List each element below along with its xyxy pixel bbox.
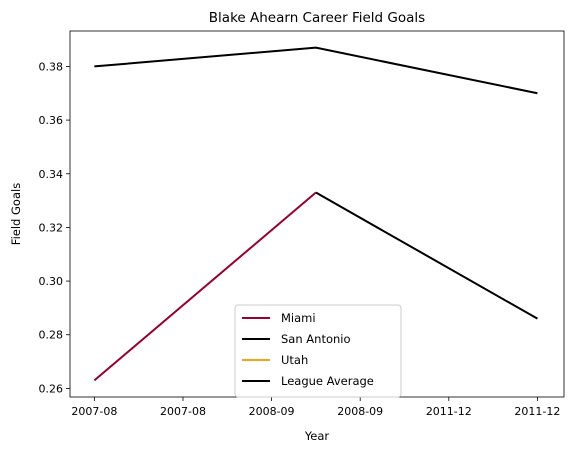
x-axis: 2007-08 2007-08 2008-09 2008-09 2011-12 2011-…	[71, 397, 560, 418]
legend: Miami San Antonio Utah League Average	[234, 304, 402, 398]
legend-label: San Antonio	[281, 332, 351, 346]
legend-label: League Average	[281, 374, 374, 388]
chart-title: Blake Ahearn Career Field Goals	[209, 10, 425, 26]
y-tick-label: 0.36	[39, 114, 64, 127]
y-tick-label: 0.26	[39, 382, 64, 395]
y-axis: 0.26 0.28 0.30 0.32 0.34 0.36 0.38	[39, 60, 70, 395]
series-line-0	[93, 191, 317, 382]
y-axis-label: Field Goals	[9, 183, 23, 245]
legend-label: Utah	[281, 353, 308, 367]
legend-label: Miami	[281, 311, 316, 325]
y-tick-label: 0.38	[39, 60, 64, 73]
y-tick-label: 0.34	[39, 168, 64, 181]
x-tick-label: 2008-09	[249, 405, 295, 418]
y-tick-label: 0.32	[39, 221, 64, 234]
x-tick-label: 2008-09	[337, 405, 383, 418]
x-tick-label: 2011-12	[514, 405, 560, 418]
series-layer	[93, 46, 538, 382]
y-tick-label: 0.30	[39, 275, 64, 288]
x-tick-label: 2011-12	[426, 405, 472, 418]
x-axis-label: Year	[304, 429, 330, 443]
series-line-1	[315, 191, 538, 320]
legend-box	[234, 304, 402, 398]
series-line-3	[94, 46, 538, 95]
y-tick-label: 0.28	[39, 329, 64, 342]
x-tick-label: 2007-08	[160, 405, 206, 418]
x-tick-label: 2007-08	[71, 405, 117, 418]
